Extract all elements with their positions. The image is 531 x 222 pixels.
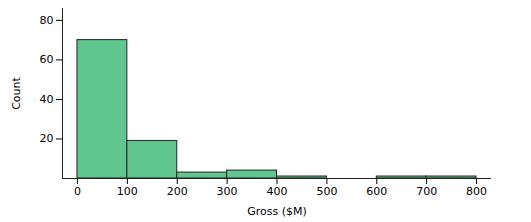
svg-text:80: 80 (40, 14, 54, 27)
svg-text:400: 400 (267, 185, 288, 198)
svg-text:600: 600 (366, 185, 387, 198)
svg-text:800: 800 (466, 185, 487, 198)
svg-text:700: 700 (416, 185, 437, 198)
svg-text:40: 40 (40, 93, 54, 106)
svg-text:60: 60 (40, 53, 54, 66)
svg-text:20: 20 (40, 132, 54, 145)
svg-text:Count: Count (10, 76, 23, 109)
svg-text:Gross ($M): Gross ($M) (247, 205, 307, 218)
svg-text:200: 200 (167, 185, 188, 198)
svg-text:300: 300 (217, 185, 238, 198)
svg-text:500: 500 (316, 185, 337, 198)
svg-text:100: 100 (117, 185, 138, 198)
svg-text:0: 0 (74, 185, 81, 198)
